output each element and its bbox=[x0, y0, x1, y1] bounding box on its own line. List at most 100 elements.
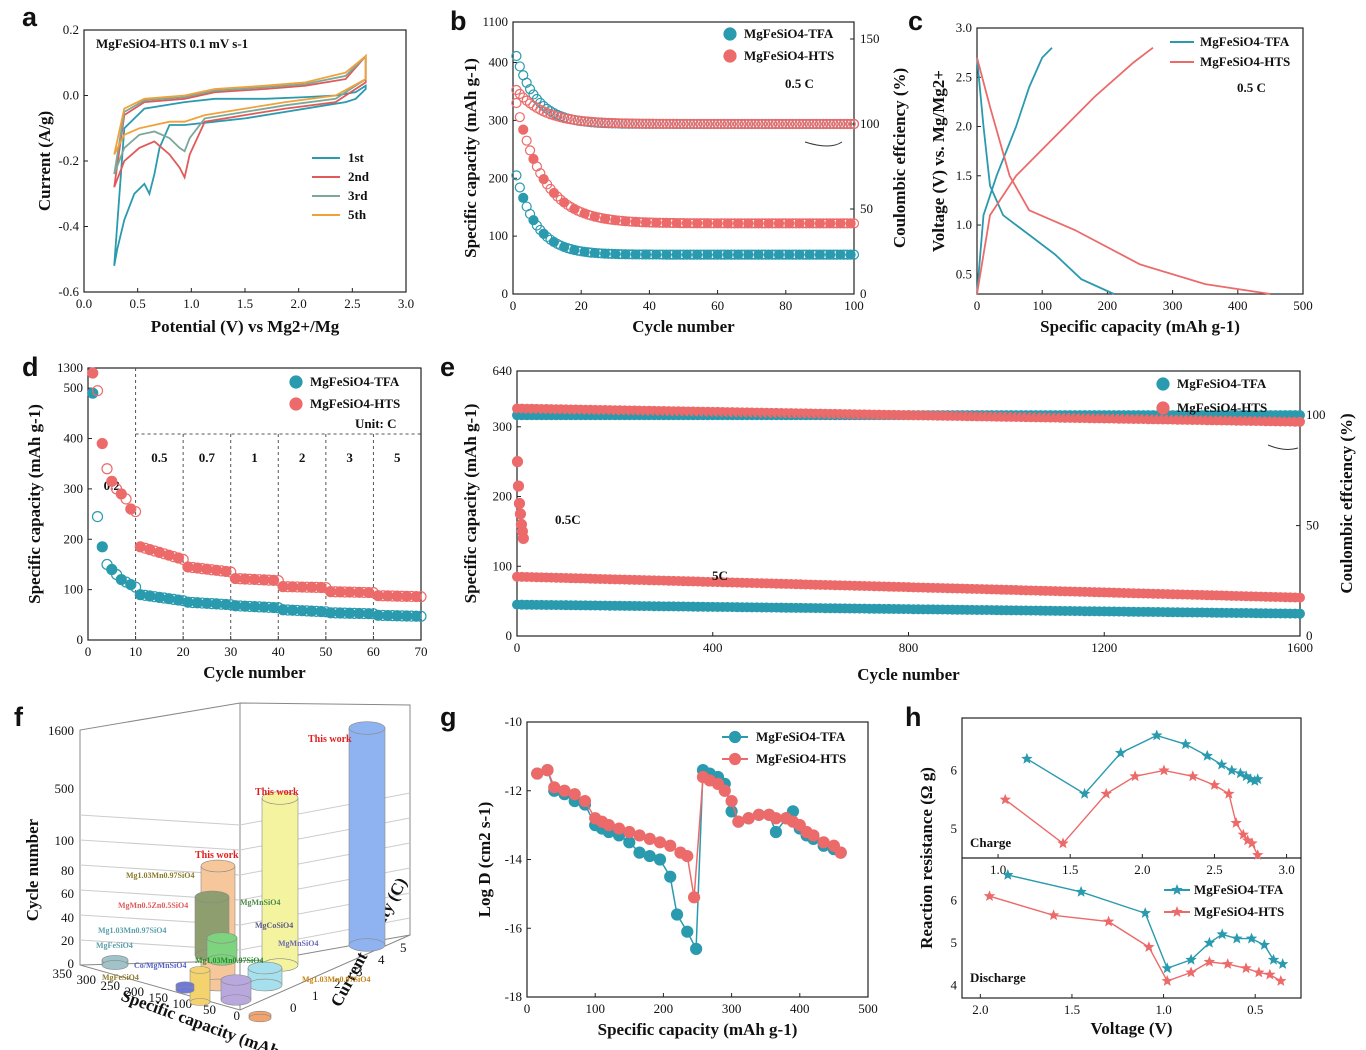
h-charge-point bbox=[1244, 773, 1257, 785]
f-bar-label: Mg1.03Mn0.97SiO4 bbox=[98, 926, 166, 935]
e-legend-marker bbox=[1156, 377, 1170, 391]
h-charge-point bbox=[1201, 749, 1213, 761]
f-bar-mg-mn-sio4-base bbox=[189, 998, 211, 1006]
f-bar-label: Mg1.03Mn0.97SiO4 bbox=[126, 871, 194, 880]
b-point bbox=[511, 97, 522, 109]
a-legend-label: 5th bbox=[348, 207, 367, 222]
d-point-hts bbox=[87, 367, 99, 379]
g-point bbox=[643, 832, 656, 845]
h-charge-point bbox=[1223, 787, 1235, 799]
e-initial-point bbox=[513, 497, 526, 510]
f-bar-this-work-1600-base bbox=[348, 938, 386, 952]
b-xtick-label: 80 bbox=[779, 298, 792, 313]
a-ytick-label: -0.2 bbox=[58, 153, 79, 168]
b-point bbox=[732, 118, 744, 130]
b-point bbox=[521, 77, 532, 88]
b-point bbox=[630, 118, 641, 129]
b-point bbox=[651, 118, 662, 129]
e-point-hts bbox=[1295, 592, 1305, 603]
e-initial-point bbox=[517, 532, 529, 544]
b-ylabel: Specific capacity (mAh g-1) bbox=[461, 58, 480, 258]
f-xtick-label: 50 bbox=[203, 1002, 216, 1017]
e-ytick-label: 100 bbox=[493, 558, 513, 573]
b-point bbox=[606, 117, 617, 129]
c-ytick-label: 2.0 bbox=[956, 119, 972, 134]
d-ytick-label: 500 bbox=[64, 380, 84, 395]
d-legend-marker bbox=[289, 397, 303, 411]
b-legend-marker bbox=[723, 27, 737, 41]
b-point bbox=[511, 50, 522, 62]
b-point bbox=[569, 114, 580, 126]
e-legend-marker bbox=[1156, 401, 1170, 415]
b-point bbox=[514, 88, 525, 100]
d-legend-marker bbox=[289, 375, 303, 389]
a-xtick-label: 0.5 bbox=[130, 296, 146, 311]
panel-letter-g: g bbox=[440, 702, 457, 732]
h-discharge-point bbox=[1161, 975, 1173, 986]
b-point bbox=[794, 118, 805, 130]
e-xtick-label: 800 bbox=[899, 640, 919, 655]
b-point bbox=[617, 118, 628, 129]
b-point bbox=[845, 118, 856, 130]
h-charge-point bbox=[1226, 764, 1238, 776]
h-charge-label: Charge bbox=[970, 835, 1011, 850]
f-bar-mgcosio4-base bbox=[247, 978, 283, 992]
g-xtick-label: 500 bbox=[858, 1001, 878, 1016]
h-bottom-xtick-label: 0.5 bbox=[1247, 1002, 1263, 1017]
g-xtick-label: 400 bbox=[790, 1001, 810, 1016]
c-rate-label: 0.5 C bbox=[1237, 80, 1266, 95]
b-point bbox=[828, 118, 839, 130]
b-legend-marker bbox=[723, 49, 737, 63]
f-ytick-label: 500 bbox=[55, 781, 75, 796]
h-charge-point bbox=[1240, 770, 1252, 782]
b-point bbox=[610, 117, 621, 129]
b-point bbox=[599, 117, 611, 128]
g-xlabel: Specific capacity (mAh g-1) bbox=[598, 1020, 798, 1039]
e-right-ytick-label: 0 bbox=[1306, 628, 1313, 643]
h-charge-point bbox=[999, 793, 1011, 805]
g-ytick-label: -18 bbox=[505, 989, 522, 1004]
b-point bbox=[623, 118, 635, 129]
b-point bbox=[715, 118, 727, 130]
d-point-hts bbox=[96, 437, 108, 450]
panel-letter-e: e bbox=[440, 352, 456, 382]
h-charge-point bbox=[1151, 729, 1163, 741]
h-legend-marker bbox=[1171, 906, 1183, 917]
c-series-curve bbox=[976, 57, 1271, 295]
b-point bbox=[848, 118, 860, 130]
g-point bbox=[681, 925, 694, 938]
c-ylabel: Voltage (V) vs. Mg/Mg2+ bbox=[929, 70, 948, 252]
b-point bbox=[722, 118, 733, 130]
f-bar-mgmnsio4-b-base bbox=[206, 954, 238, 966]
e-point-tfa bbox=[1295, 608, 1305, 619]
b-point bbox=[678, 118, 689, 130]
f-bar-label: MgMnSiO4 bbox=[278, 939, 318, 948]
g-xtick-label: 100 bbox=[585, 1001, 605, 1016]
b-rate-label: 0.5 C bbox=[785, 76, 814, 91]
h-discharge-point bbox=[1216, 928, 1228, 940]
panel-letter-f: f bbox=[14, 702, 23, 732]
d-point-hts bbox=[120, 493, 132, 505]
b-point bbox=[514, 61, 525, 72]
b-point bbox=[695, 118, 706, 130]
f-ztick-label: 5 bbox=[400, 940, 407, 955]
e-ytick-label: 300 bbox=[493, 419, 513, 434]
b-point bbox=[698, 118, 710, 130]
g-point bbox=[602, 819, 615, 832]
g-point bbox=[643, 849, 656, 863]
g-point bbox=[531, 767, 544, 780]
g-point bbox=[718, 784, 731, 797]
f-ytick-label: 80 bbox=[61, 863, 74, 878]
f-bar-mgcosio4-top bbox=[247, 961, 283, 975]
h-charge-point bbox=[1249, 775, 1261, 786]
g-point bbox=[633, 829, 646, 842]
h-charge-point bbox=[1129, 770, 1141, 782]
g-ytick-label: -10 bbox=[505, 714, 522, 729]
h-legend-label: MgFeSiO4-HTS bbox=[1194, 904, 1284, 919]
h-charge-point bbox=[1100, 787, 1112, 799]
f-ytick-label: 60 bbox=[61, 886, 74, 901]
d-xtick-label: 70 bbox=[415, 644, 428, 659]
f-bar-label: Mg1.03Mn0.97SiO4 bbox=[195, 956, 263, 965]
a-xtick-label: 2.0 bbox=[291, 296, 307, 311]
g-point bbox=[807, 829, 820, 842]
